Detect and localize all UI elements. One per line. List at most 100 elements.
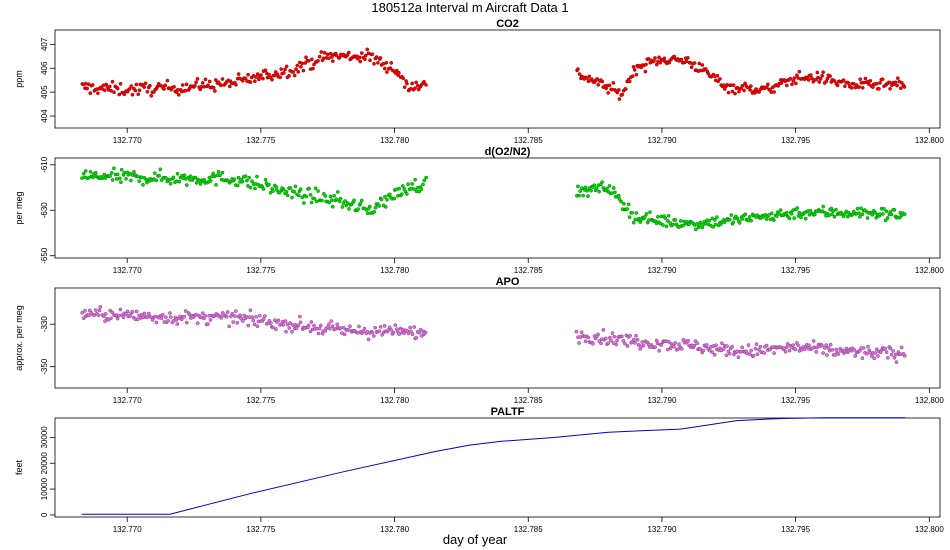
data-point (657, 348, 662, 353)
data-point (623, 87, 628, 91)
panel-apo: APO 132.770 132.775 132.780 132.785 132.790 13… (14, 276, 944, 405)
data-point (635, 337, 640, 342)
data-point (397, 332, 401, 336)
y-tick-label: 407 (40, 37, 49, 51)
data-point (121, 315, 126, 320)
data-point (304, 55, 308, 60)
data-point (866, 344, 870, 349)
data-point (583, 185, 588, 190)
data-point (135, 317, 140, 322)
data-point (894, 360, 899, 364)
data-point (96, 313, 101, 318)
data-point (141, 183, 145, 187)
data-point (422, 79, 426, 84)
data-point (631, 220, 636, 225)
data-point (597, 189, 601, 194)
data-point (83, 169, 88, 173)
x-tick-label: 132.775 (246, 266, 275, 275)
data-point (769, 211, 774, 216)
data-point (235, 183, 240, 188)
data-point (194, 181, 199, 185)
data-point (314, 199, 319, 204)
data-point (184, 183, 189, 187)
data-point (248, 185, 253, 190)
data-point (595, 77, 600, 81)
y-tick-label: 20000 (40, 452, 49, 475)
data-point (620, 334, 624, 339)
data-point (220, 311, 225, 315)
data-point (722, 87, 727, 91)
data-point (182, 314, 187, 319)
data-point (328, 51, 333, 56)
data-point (294, 326, 299, 331)
data-point (377, 329, 382, 334)
data-point (757, 347, 761, 352)
data-point (631, 65, 636, 69)
data-point (617, 97, 622, 101)
data-point (202, 84, 206, 89)
data-point (803, 216, 808, 221)
data-point (164, 176, 168, 180)
data-point (293, 184, 298, 189)
data-point (424, 175, 428, 180)
x-tick-label: 132.780 (380, 266, 409, 275)
x-tick-label: 132.800 (915, 525, 944, 534)
series-line (81, 417, 906, 515)
data-point (815, 70, 820, 75)
data-point (368, 58, 372, 63)
data-point (849, 86, 854, 90)
y-tick-label: -650 (40, 247, 49, 264)
data-point (213, 78, 218, 82)
data-point (677, 342, 681, 347)
data-point (607, 184, 612, 188)
data-point (316, 189, 320, 193)
data-point (605, 186, 609, 191)
x-tick-label: 132.795 (781, 396, 810, 405)
data-point (374, 55, 379, 59)
data-point (184, 82, 189, 87)
data-point (283, 67, 287, 72)
data-point (902, 85, 907, 89)
data-point (684, 59, 689, 64)
data-point (806, 78, 811, 82)
data-point (357, 324, 361, 329)
data-point (405, 81, 409, 86)
data-point (114, 177, 119, 181)
data-point (634, 333, 638, 338)
data-point (274, 327, 278, 331)
data-point (88, 169, 93, 174)
data-point (252, 322, 257, 327)
data-point (149, 93, 154, 98)
data-point (855, 206, 860, 211)
series-segment-1 (80, 166, 428, 216)
data-point (620, 92, 625, 97)
data-point (129, 84, 134, 88)
data-point (418, 327, 423, 332)
data-point (254, 75, 258, 79)
data-point (716, 79, 720, 84)
data-point (671, 222, 675, 227)
data-point (389, 327, 393, 332)
data-point (611, 341, 616, 345)
data-point (310, 57, 314, 62)
data-point (853, 354, 858, 358)
data-point (642, 215, 647, 219)
data-point (281, 323, 286, 327)
data-point (868, 78, 873, 83)
data-point (195, 77, 200, 81)
data-point (596, 83, 601, 87)
data-point (885, 216, 890, 220)
data-point (287, 74, 291, 78)
data-point (391, 330, 396, 335)
data-point (889, 212, 894, 217)
data-point (718, 77, 722, 81)
data-point (112, 90, 116, 95)
data-point (632, 68, 637, 72)
data-point (216, 169, 221, 174)
data-point (799, 215, 803, 220)
data-point (329, 198, 334, 203)
data-point (143, 81, 148, 86)
data-point (793, 347, 798, 352)
y-tick-label: 406 (40, 61, 49, 75)
data-point (783, 349, 788, 354)
